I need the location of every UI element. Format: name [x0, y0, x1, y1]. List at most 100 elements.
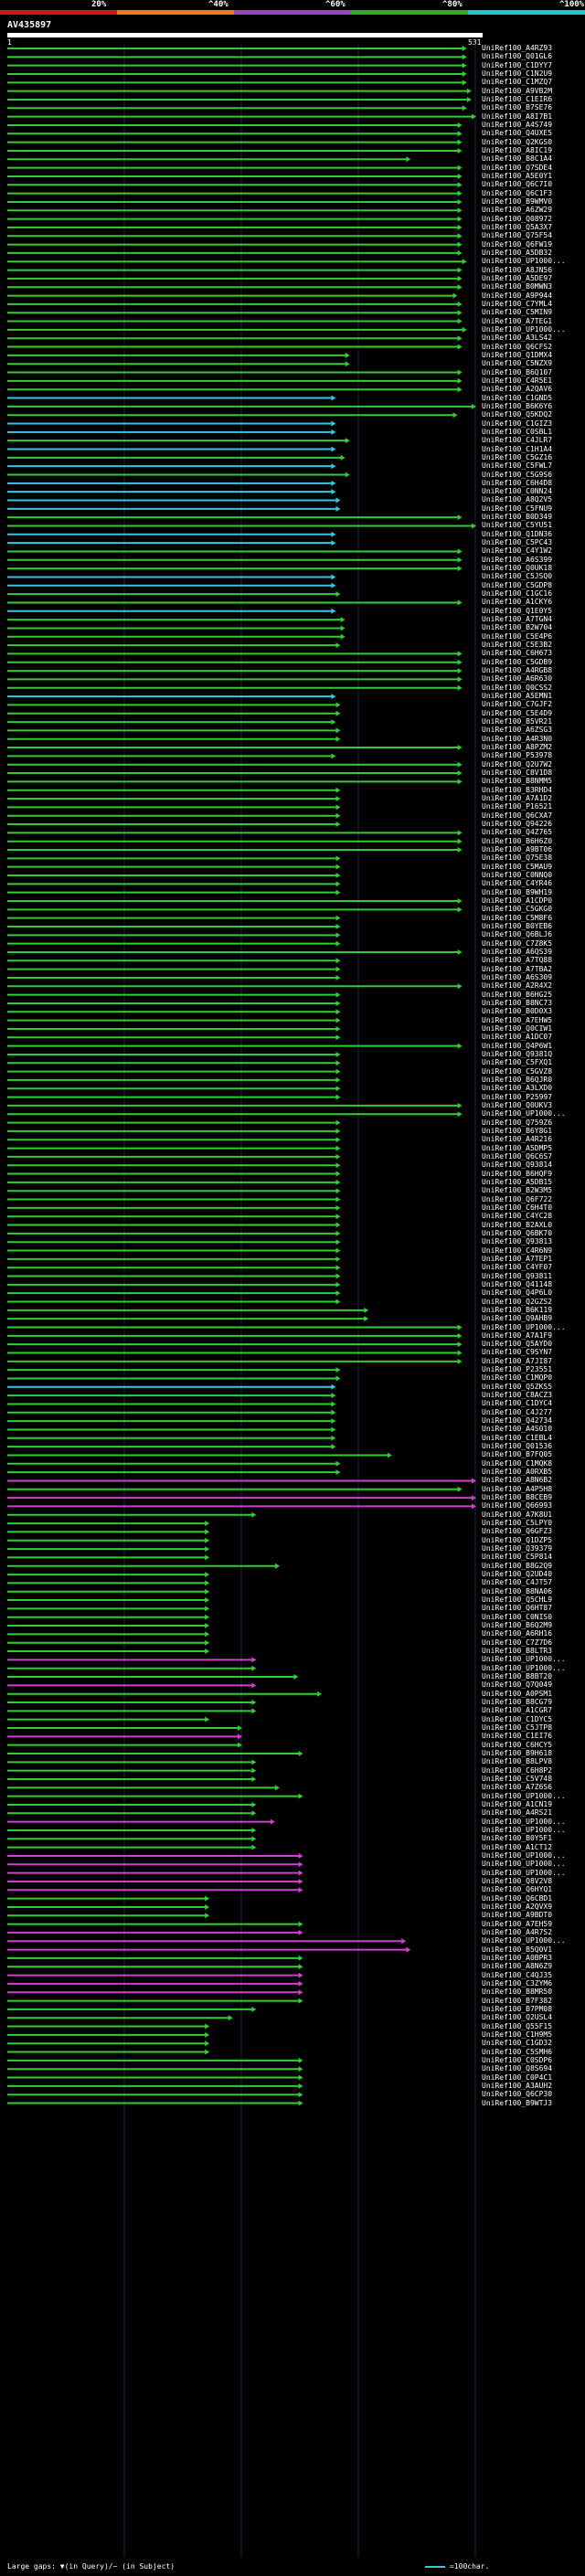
hit-label[interactable]: UniRef100_B9WH19 [482, 887, 553, 896]
hit-label[interactable]: UniRef100_Q4Z765 [482, 828, 553, 837]
hit-label[interactable]: UniRef100_Q9AHB9 [482, 1314, 553, 1323]
hit-label[interactable]: UniRef100_A1CGR7 [482, 1706, 553, 1715]
hit-label[interactable]: UniRef100_UP1000... [482, 1850, 566, 1860]
hit-label[interactable]: UniRef100_C1MZQ7 [482, 78, 553, 87]
hit-label[interactable]: UniRef100_C5SMH6 [482, 2047, 553, 2056]
hit-label[interactable]: UniRef100_C4YR46 [482, 879, 553, 888]
hit-label[interactable]: UniRef100_UP1000... [482, 1936, 566, 1945]
hit-label[interactable]: UniRef100_C5GDP8 [482, 580, 553, 589]
hit-label[interactable]: UniRef100_P23551 [482, 1365, 553, 1374]
hit-label[interactable]: UniRef100_C6H673 [482, 649, 553, 658]
hit-label[interactable]: UniRef100_Q6GFZ3 [482, 1527, 553, 1536]
hit-label[interactable]: UniRef100_C4Y1W2 [482, 546, 553, 556]
hit-label[interactable]: UniRef100_C7Z7D6 [482, 1638, 553, 1647]
hit-label[interactable]: UniRef100_A4RGB8 [482, 666, 553, 675]
hit-label[interactable]: UniRef100_A1DC07 [482, 1033, 553, 1042]
hit-label[interactable]: UniRef100_B8G2Q9 [482, 1561, 553, 1570]
hit-label[interactable]: UniRef100_C5V748 [482, 1774, 553, 1783]
hit-label[interactable]: UniRef100_A2QVX9 [482, 1902, 553, 1911]
hit-label[interactable]: UniRef100_Q6BLJ6 [482, 930, 553, 939]
hit-label[interactable]: UniRef100_C1EIR6 [482, 94, 553, 103]
hit-label[interactable]: UniRef100_Q8S694 [482, 2064, 553, 2073]
hit-label[interactable]: UniRef100_C0SBL1 [482, 427, 553, 436]
hit-label[interactable]: UniRef100_A1CDP0 [482, 896, 553, 905]
hit-label[interactable]: UniRef100_A6S399 [482, 555, 553, 564]
hit-label[interactable]: UniRef100_Q2KGS0 [482, 137, 553, 146]
hit-label[interactable]: UniRef100_A8IC19 [482, 145, 553, 154]
hit-label[interactable]: UniRef100_Q5A3X7 [482, 222, 553, 231]
hit-label[interactable]: UniRef100_Q75F54 [482, 231, 553, 240]
hit-label[interactable]: UniRef100_Q0UKV3 [482, 1100, 553, 1109]
hit-label[interactable]: UniRef100_UP1000... [482, 1860, 566, 1869]
hit-label[interactable]: UniRef100_B0YEB6 [482, 921, 553, 930]
hit-label[interactable]: UniRef100_B7SE76 [482, 103, 553, 112]
hit-label[interactable]: UniRef100_C3ZYM6 [482, 1978, 553, 1988]
hit-label[interactable]: UniRef100_C1DYC5 [482, 1714, 553, 1723]
hit-label[interactable]: UniRef100_Q41148 [482, 1279, 553, 1288]
hit-label[interactable]: UniRef100_A6S309 [482, 972, 553, 981]
hit-label[interactable]: UniRef100_A9BT06 [482, 845, 553, 854]
hit-label[interactable]: UniRef100_C1DYY7 [482, 60, 553, 69]
hit-label[interactable]: UniRef100_C6H4D8 [482, 478, 553, 487]
hit-label[interactable]: UniRef100_A9BDT0 [482, 1911, 553, 1920]
hit-label[interactable]: UniRef100_C5GVZ8 [482, 1066, 553, 1076]
hit-label[interactable]: UniRef100_Q6HT87 [482, 1604, 553, 1613]
hit-label[interactable]: UniRef100_Q6CP30 [482, 2090, 553, 2099]
hit-label[interactable]: UniRef100_C6HCY5 [482, 1740, 553, 1749]
hit-label[interactable]: UniRef100_Q39379 [482, 1544, 553, 1553]
hit-label[interactable]: UniRef100_B7FQ05 [482, 1450, 553, 1459]
hit-label[interactable]: UniRef100_C4YC28 [482, 1212, 553, 1221]
hit-label[interactable]: UniRef100_C5YU51 [482, 521, 553, 530]
hit-label[interactable]: UniRef100_P25997 [482, 1092, 553, 1101]
hit-label[interactable]: UniRef100_A7A1D2 [482, 794, 553, 803]
hit-label[interactable]: UniRef100_A7TBA2 [482, 964, 553, 973]
hit-label[interactable]: UniRef100_B2W704 [482, 623, 553, 632]
hit-label[interactable]: UniRef100_A5DE97 [482, 273, 553, 282]
hit-label[interactable]: UniRef100_A4S010 [482, 1425, 553, 1434]
hit-label[interactable]: UniRef100_C4JT57 [482, 1578, 553, 1587]
hit-label[interactable]: UniRef100_A7EH59 [482, 1919, 553, 1928]
hit-label[interactable]: UniRef100_Q4P6W1 [482, 1041, 553, 1050]
hit-label[interactable]: UniRef100_A5EMN1 [482, 692, 553, 701]
hit-label[interactable]: UniRef100_C5G9S6 [482, 470, 553, 479]
hit-label[interactable]: UniRef100_B6Q2M9 [482, 1621, 553, 1630]
hit-label[interactable]: UniRef100_A4RS21 [482, 1808, 553, 1818]
hit-label[interactable]: UniRef100_Q759Z6 [482, 1118, 553, 1127]
hit-label[interactable]: UniRef100_B5Q0V1 [482, 1945, 553, 1954]
hit-label[interactable]: UniRef100_Q0UK18 [482, 564, 553, 573]
hit-label[interactable]: UniRef100_A8JN56 [482, 265, 553, 274]
hit-label[interactable]: UniRef100_C0NNQ0 [482, 871, 553, 879]
hit-label[interactable]: UniRef100_Q1DZP5 [482, 1535, 553, 1544]
hit-label[interactable]: UniRef100_C5E3B2 [482, 641, 553, 650]
hit-label[interactable]: UniRef100_A0RXB5 [482, 1468, 553, 1477]
hit-label[interactable]: UniRef100_C0NIS0 [482, 1612, 553, 1621]
hit-label[interactable]: UniRef100_C5LPY0 [482, 1519, 553, 1528]
hit-label[interactable]: UniRef100_Q75E38 [482, 853, 553, 863]
hit-label[interactable]: UniRef100_UP1000... [482, 1109, 566, 1118]
hit-label[interactable]: UniRef100_A2QAV6 [482, 385, 553, 394]
hit-label[interactable]: UniRef100_A5E0Y1 [482, 171, 553, 180]
hit-label[interactable]: UniRef100_A7TEP1 [482, 1254, 553, 1263]
hit-label[interactable]: UniRef100_B6Y8G1 [482, 1126, 553, 1135]
hit-label[interactable]: UniRef100_Q6C6S7 [482, 1151, 553, 1161]
hit-label[interactable]: UniRef100_B0D349 [482, 513, 553, 522]
hit-label[interactable]: UniRef100_A1CT12 [482, 1842, 553, 1851]
hit-label[interactable]: UniRef100_A6ZSG3 [482, 726, 553, 735]
hit-label[interactable]: UniRef100_B8MR50 [482, 1988, 553, 1997]
hit-label[interactable]: UniRef100_A6RH16 [482, 1629, 553, 1638]
hit-label[interactable]: UniRef100_C4QJ35 [482, 1970, 553, 1979]
hit-label[interactable]: UniRef100_Q2U7W2 [482, 759, 553, 769]
hit-label[interactable]: UniRef100_C6H8P2 [482, 1765, 553, 1775]
hit-label[interactable]: UniRef100_A5DB15 [482, 1177, 553, 1186]
hit-label[interactable]: UniRef100_A6R630 [482, 674, 553, 684]
hit-label[interactable]: UniRef100_A5DMP5 [482, 1143, 553, 1152]
hit-label[interactable]: UniRef100_A7Z6S6 [482, 1783, 553, 1792]
hit-label[interactable]: UniRef100_C6H4T0 [482, 1203, 553, 1212]
hit-label[interactable]: UniRef100_B0MWN3 [482, 282, 553, 292]
hit-label[interactable]: UniRef100_Q9381Q [482, 1049, 553, 1058]
hit-label[interactable]: UniRef100_C1MQP0 [482, 1373, 553, 1383]
hit-label[interactable]: UniRef100_B6HG25 [482, 990, 553, 999]
hit-label[interactable]: UniRef100_Q0CIW1 [482, 1023, 553, 1033]
hit-label[interactable]: UniRef100_C5MAU9 [482, 862, 553, 871]
hit-label[interactable]: UniRef100_Q5KDQ2 [482, 410, 553, 419]
